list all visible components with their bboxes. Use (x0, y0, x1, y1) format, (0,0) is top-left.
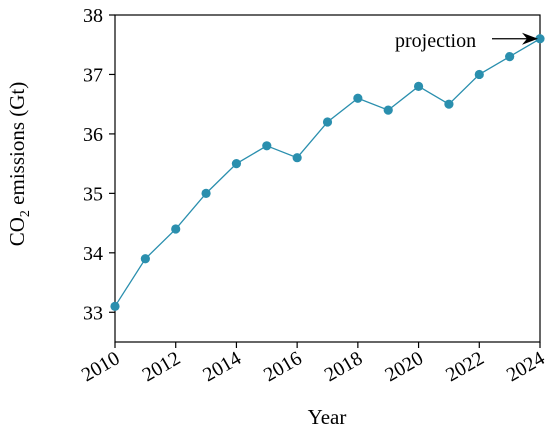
x-tick-label: 2016 (260, 347, 306, 386)
x-axis-title: Year (308, 405, 347, 429)
data-point (201, 188, 211, 198)
data-point (171, 224, 181, 234)
y-tick-label: 33 (83, 302, 103, 324)
data-point (353, 93, 363, 103)
y-axis-title: CO2 emissions (Gt) (5, 82, 33, 247)
y-tick-label: 37 (83, 64, 103, 86)
axes (114, 14, 541, 343)
data-point (474, 69, 484, 80)
data-point (322, 117, 333, 127)
series-line (114, 38, 541, 307)
data-point (535, 34, 545, 44)
data-point (413, 81, 424, 91)
y-tick-label: 35 (83, 183, 103, 205)
data-point (383, 105, 393, 115)
data-point (262, 141, 272, 151)
data-point (444, 99, 454, 109)
x-tick-label: 2014 (199, 347, 245, 386)
y-tick-label: 36 (83, 124, 103, 146)
series (110, 34, 545, 311)
data-point (292, 153, 302, 163)
x-tick-label: 2012 (139, 347, 185, 386)
ticks: 2010 2012 2014 2016 2018 2020 2022 2024 33 34 35 36… (78, 5, 549, 386)
y-tick-label: 38 (83, 5, 103, 27)
x-tick-label: 2018 (321, 347, 367, 386)
y-axis-title-main: CO (5, 217, 29, 246)
y-tick-label: 34 (83, 243, 103, 265)
annotation-arrow-head (522, 32, 538, 45)
x-tick-label: 2024 (503, 347, 549, 386)
data-point (505, 52, 515, 62)
y-axis-title-rest: emissions (Gt) (5, 82, 29, 210)
plot-frame (114, 14, 541, 343)
data-point (140, 254, 150, 264)
y-axis-title-subscript: 2 (18, 210, 33, 217)
annotation: projection (395, 30, 538, 52)
data-point (110, 301, 120, 311)
x-tick-label: 2022 (442, 347, 488, 386)
annotation-text: projection (395, 30, 476, 52)
data-point (231, 159, 242, 169)
x-tick-label: 2010 (78, 347, 124, 386)
x-tick-label: 2020 (381, 347, 427, 386)
